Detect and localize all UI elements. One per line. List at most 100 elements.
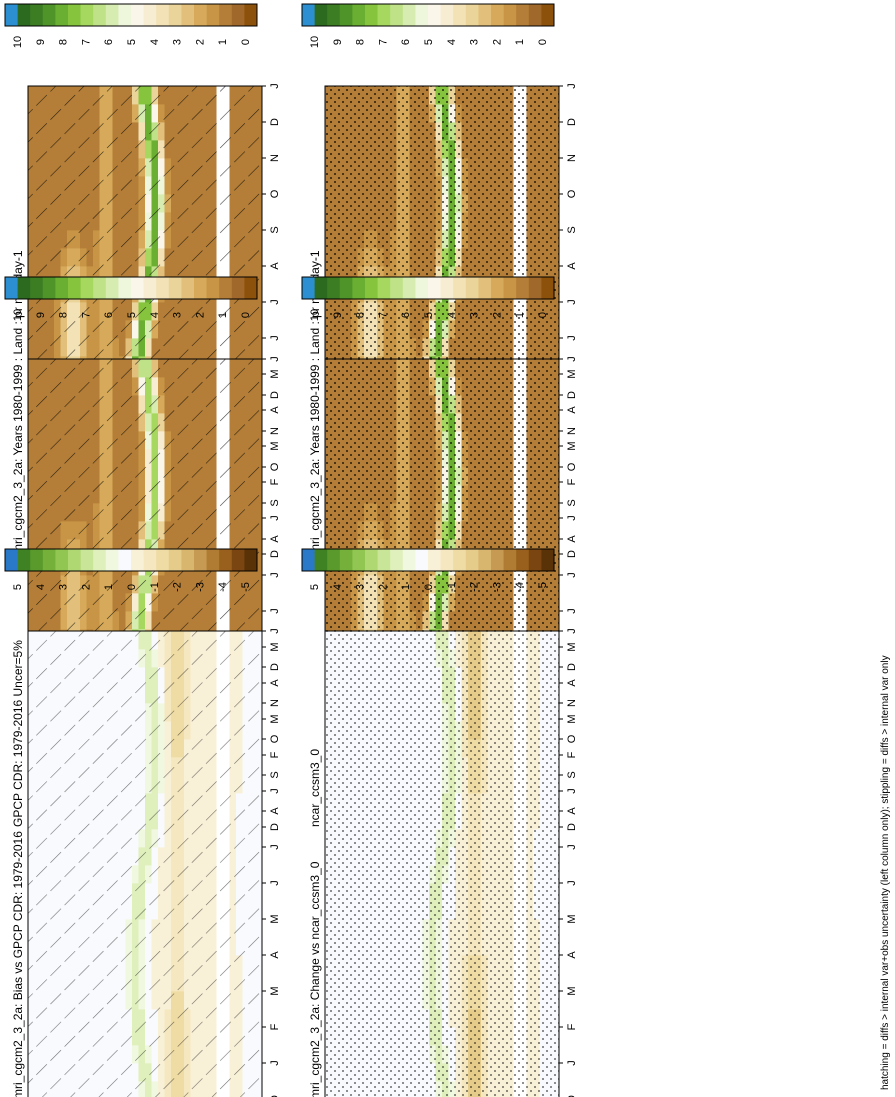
colorbar-tick-label: 8 <box>58 312 70 318</box>
colorbar-swatch <box>143 4 157 26</box>
colorbar-swatch <box>118 277 132 299</box>
colorbar-swatch <box>131 277 144 299</box>
month-tick-label: A <box>269 951 281 959</box>
colorbar-tick-label: 7 <box>80 39 92 45</box>
colorbar-swatch <box>5 4 18 26</box>
month-tick-label: J <box>269 628 281 634</box>
colorbar-frame <box>4 3 258 27</box>
colorbar-tick-label: 6 <box>103 312 115 318</box>
month-tick-label: F <box>269 1023 281 1030</box>
colorbar-swatch <box>528 4 542 26</box>
month-tick-label: M <box>269 714 281 723</box>
month-tick-label: J <box>269 299 281 305</box>
month-tick-label: M <box>269 642 281 651</box>
month-tick-label: J <box>566 299 578 305</box>
colorbar-tick-label: 3 <box>172 312 184 318</box>
colorbar-swatch <box>93 277 107 299</box>
colorbar-tick-label: 0 <box>537 39 549 45</box>
month-tick-label: M <box>269 441 281 450</box>
colorbar-swatch <box>68 4 81 26</box>
colorbar-swatch <box>17 4 31 26</box>
colorbar-swatch <box>428 4 441 26</box>
colorbar-swatch <box>352 4 366 26</box>
panel-3: 8060°N20020°S6080DJFMAMJJASONDJmri_cgcm2… <box>4 548 281 1097</box>
month-tick-label: O <box>269 462 281 471</box>
month-tick-label: J <box>269 572 281 578</box>
month-tick-label: J <box>269 356 281 362</box>
colorbar-tick-label: 5 <box>423 39 435 45</box>
colorbar-tick-label: 4 <box>149 312 161 318</box>
month-tick-label: A <box>269 535 281 543</box>
panel-title: mri_cgcm2_3_2a: Years 1980-1999 : Land :… <box>11 250 25 554</box>
colorbar-swatch <box>131 549 144 571</box>
panels-group: 8060°N20020°S6080DJFMAMJJASONDJmri_cgcm2… <box>4 3 578 1097</box>
colorbar-swatch <box>42 4 56 26</box>
colorbar-swatch <box>181 277 195 299</box>
colorbar-tick-label: 10 <box>309 36 321 48</box>
month-tick-label: N <box>269 427 281 435</box>
month-tick-label: J <box>269 844 281 850</box>
month-tick-label: M <box>269 369 281 378</box>
panel-title: GPCP CDR: 1979-2016 Uncer=5% <box>11 640 25 827</box>
colorbar-swatch <box>131 4 144 26</box>
colorbar-tick-label: 1 <box>103 584 115 590</box>
colorbar-tick-label: 8 <box>355 39 367 45</box>
colorbar-frame <box>301 3 555 27</box>
colorbar-tick-label: 2 <box>194 312 206 318</box>
month-tick-label: J <box>269 515 281 521</box>
colorbar-swatch <box>80 549 94 571</box>
colorbar-tick-label: 3 <box>469 39 481 45</box>
month-tick-label: J <box>566 335 578 341</box>
month-tick-label: D <box>566 550 578 558</box>
colorbar-swatch <box>327 4 341 26</box>
month-tick-label: N <box>566 154 578 162</box>
colorbar-swatch <box>516 4 530 26</box>
colorbar-swatch <box>80 277 94 299</box>
colorbar-swatch <box>491 4 504 26</box>
month-tick-label: A <box>269 406 281 414</box>
month-tick-label: A <box>566 406 578 414</box>
colorbar-swatch <box>440 4 454 26</box>
month-tick-label: J <box>566 83 578 89</box>
month-tick-label: F <box>269 751 281 758</box>
month-tick-label: J <box>269 880 281 886</box>
colorbar-tick-label: 1 <box>217 39 229 45</box>
colorbar-swatch <box>168 549 182 571</box>
colorbar-swatch <box>55 277 69 299</box>
panel-title: mri_cgcm2_3_2a: Bias vs GPCP CDR: 1979-2… <box>11 831 25 1097</box>
colorbar-swatch <box>377 4 391 26</box>
colorbar-tick-label: 7 <box>80 312 92 318</box>
colorbar-tick-label: 0 <box>240 39 252 45</box>
colorbar-swatch <box>244 549 258 571</box>
colorbar-swatch <box>302 4 315 26</box>
colorbar-swatch <box>219 549 233 571</box>
month-tick-label: D <box>269 118 281 126</box>
colorbar-swatch <box>68 549 81 571</box>
colorbar-tick-label: 1 <box>514 39 526 45</box>
colorbar-tick-label: 0 <box>240 312 252 318</box>
month-tick-label: O <box>566 189 578 198</box>
colorbar-swatch <box>453 4 467 26</box>
colorbar-swatch <box>402 4 416 26</box>
colorbar-swatch <box>194 549 207 571</box>
month-tick-label: A <box>269 679 281 687</box>
colorbar-tick-label: -1 <box>149 582 161 592</box>
colorbar-tick-label: 3 <box>172 39 184 45</box>
month-tick-label: J <box>269 83 281 89</box>
colorbar-tick-label: 9 <box>332 39 344 45</box>
colorbar-swatch <box>42 277 56 299</box>
colorbar-swatch <box>365 4 378 26</box>
month-tick-label: J <box>566 515 578 521</box>
month-tick-label: J <box>269 788 281 794</box>
colorbar-swatch <box>143 277 157 299</box>
colorbar-swatch <box>219 277 233 299</box>
colorbar-swatch <box>5 277 18 299</box>
colorbar-frame <box>4 276 258 300</box>
colorbar-swatch <box>93 4 107 26</box>
colorbar-swatch <box>314 4 328 26</box>
month-tick-label: S <box>566 226 578 233</box>
hatching-overlay <box>28 631 262 1097</box>
colorbar-frame <box>4 548 258 572</box>
month-tick-label: O <box>269 189 281 198</box>
